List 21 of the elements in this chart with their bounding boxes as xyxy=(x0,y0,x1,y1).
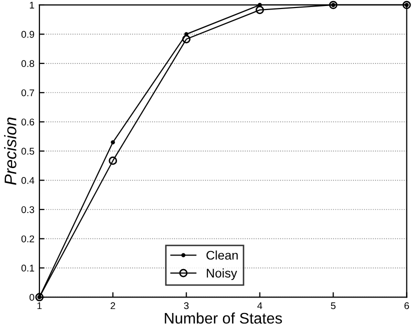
y-tick-label: 0.3 xyxy=(21,206,34,214)
y-tick-label: 0.8 xyxy=(21,60,34,68)
y-axis-title: Precision xyxy=(4,118,16,185)
y-tick-label: 1 xyxy=(30,2,34,9)
x-tick-label: 4 xyxy=(257,302,262,310)
legend-label: Noisy xyxy=(206,268,238,280)
y-tick-label: 0.6 xyxy=(21,118,34,126)
y-tick-label: 0.4 xyxy=(21,177,34,184)
x-tick-label: 1 xyxy=(37,302,42,310)
x-tick-label: 6 xyxy=(404,302,409,310)
x-tick-label: 5 xyxy=(330,302,336,310)
x-axis-title: Number of States xyxy=(164,312,282,324)
y-tick-label: 0.7 xyxy=(21,89,34,96)
y-tick-label: 0.2 xyxy=(21,235,34,242)
y-tick-label: 0.9 xyxy=(21,30,34,38)
x-tick-label: 2 xyxy=(110,302,116,310)
x-tick-label: 3 xyxy=(184,302,189,310)
legend-label: Clean xyxy=(206,250,238,260)
y-tick-label: 0 xyxy=(30,294,34,301)
y-tick-label: 0.5 xyxy=(21,148,34,155)
y-tick-label: 0.1 xyxy=(21,264,34,272)
